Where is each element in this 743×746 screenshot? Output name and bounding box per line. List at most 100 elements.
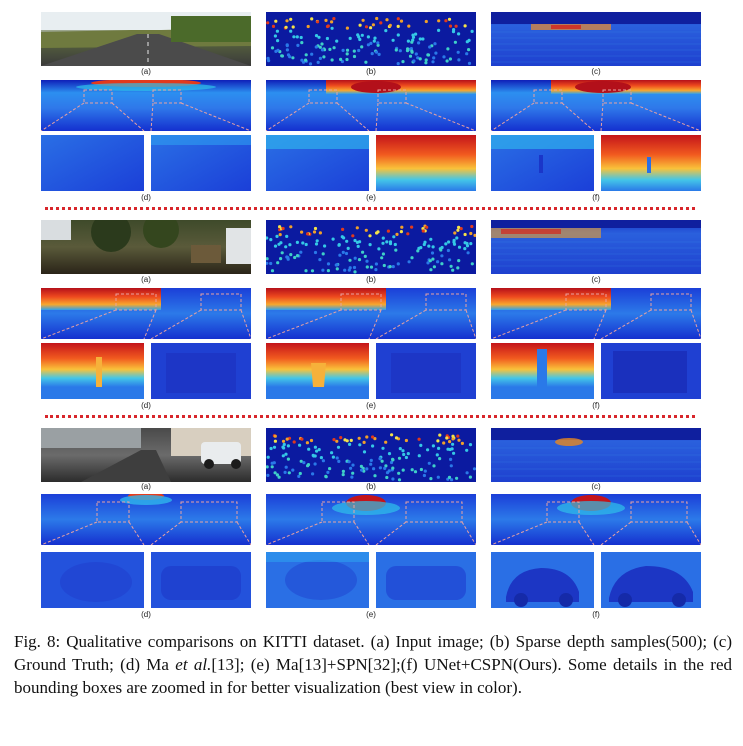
depth-sample-dot	[388, 23, 392, 27]
ground-truth-image	[491, 428, 701, 482]
depth-sample-dot	[371, 23, 375, 27]
depth-sample-dot	[423, 469, 427, 473]
depth-sample-dot	[363, 254, 367, 258]
depth-sample-dot	[386, 229, 390, 233]
zoom-crop-right	[601, 135, 701, 191]
depth-sample-dot	[337, 459, 341, 463]
depth-sample-dot	[311, 472, 315, 476]
depth-sample-dot	[313, 250, 318, 255]
depth-sample-dot	[429, 237, 433, 241]
depth-sample-dot	[444, 242, 448, 246]
depth-sample-dot	[335, 267, 339, 271]
depth-sample-dot	[357, 436, 361, 440]
depth-sample-dot	[456, 50, 460, 54]
panel-label: (c)	[591, 275, 601, 284]
depth-sample-dot	[435, 453, 439, 457]
depth-sample-dot	[463, 247, 467, 251]
depth-sample-dot	[442, 441, 446, 445]
depth-sample-dot	[298, 443, 302, 447]
depth-sample-dot	[374, 50, 379, 54]
depth-sample-dot	[348, 36, 352, 40]
zoom-crop-right	[376, 343, 476, 399]
depth-sample-dot	[365, 467, 369, 471]
zoom-crop-right	[601, 343, 701, 399]
depth-sample-dot	[378, 457, 382, 461]
depth-sample-dot	[341, 48, 345, 53]
depth-sample-dot	[408, 54, 413, 58]
depth-sample-dot	[306, 464, 310, 468]
depth-sample-dot	[269, 238, 273, 242]
depth-sample-dot	[385, 471, 390, 475]
depth-sample-dot	[430, 251, 435, 255]
depth-sample-dot	[381, 446, 385, 450]
depth-sample-dot	[318, 231, 322, 235]
depth-sample-dot	[371, 435, 375, 439]
depth-sample-dot	[320, 48, 325, 52]
depth-sample-dot	[323, 244, 327, 248]
depth-sample-dot	[291, 56, 295, 60]
depth-sample-dot	[266, 455, 270, 459]
depth-sample-dot	[381, 252, 385, 256]
depth-sample-dot	[452, 238, 456, 242]
depth-sample-dot	[434, 51, 438, 55]
depth-sample-dot	[289, 17, 293, 21]
depth-sample-dot	[469, 231, 473, 236]
depth-sample-dot	[304, 53, 308, 57]
depth-sample-dot	[350, 475, 354, 479]
depth-sample-dot	[357, 48, 361, 53]
depth-sample-dot	[469, 242, 473, 246]
depth-sample-dot	[330, 58, 334, 62]
depth-sample-dot	[300, 230, 304, 234]
depth-sample-dot	[301, 241, 305, 245]
depth-sample-dot	[393, 242, 397, 247]
depth-sample-dot	[397, 456, 402, 460]
depth-sample-dot	[278, 225, 282, 229]
depth-sample-dot	[281, 439, 286, 443]
depth-sample-dot	[411, 35, 416, 39]
depth-sample-dot	[304, 242, 308, 247]
depth-sample-dot	[431, 257, 435, 261]
depth-sample-dot	[407, 260, 411, 264]
depth-sample-dot	[336, 445, 341, 449]
depth-sample-dot	[344, 251, 349, 256]
depth-sample-dot	[398, 447, 402, 451]
depth-sample-dot	[300, 437, 304, 441]
depth-sample-dot	[289, 29, 293, 33]
depth-sample-dot	[266, 261, 269, 265]
depth-sample-dot	[379, 21, 383, 25]
depth-sample-dot	[384, 464, 388, 468]
depth-sample-dot	[470, 262, 474, 266]
depth-sample-dot	[358, 37, 362, 42]
panel-label: (d)	[141, 193, 151, 202]
depth-sample-dot	[419, 467, 423, 472]
depth-sample-dot	[459, 227, 463, 231]
depth-sample-dot	[451, 434, 455, 438]
depth-sample-dot	[292, 440, 296, 444]
depth-sample-dot	[315, 449, 319, 453]
depth-sample-dot	[332, 17, 336, 21]
depth-sample-dot	[334, 263, 338, 267]
depth-sample-dot	[381, 236, 385, 240]
depth-sample-dot	[422, 242, 426, 247]
depth-sample-dot	[332, 46, 336, 50]
depth-sample-dot	[348, 258, 352, 262]
panel-label: (d)	[141, 610, 151, 619]
depth-sample-dot	[449, 264, 453, 268]
depth-sample-dot	[335, 439, 339, 443]
depth-prediction-image	[266, 494, 476, 545]
depth-sample-dot	[396, 62, 400, 66]
depth-sample-dot	[361, 18, 365, 22]
depth-sample-dot	[448, 440, 452, 444]
depth-sample-dot	[433, 42, 437, 46]
ground-truth-image	[491, 12, 701, 66]
depth-sample-dot	[377, 52, 381, 57]
depth-sample-dot	[406, 39, 410, 43]
depth-sample-dot	[383, 466, 387, 470]
depth-sample-dot	[306, 24, 310, 29]
depth-sample-dot	[405, 49, 410, 53]
depth-sample-dot	[385, 475, 389, 480]
depth-sample-dot	[422, 473, 426, 478]
depth-sample-dot	[307, 447, 311, 451]
depth-sample-dot	[399, 19, 404, 23]
depth-sample-dot	[353, 270, 357, 274]
